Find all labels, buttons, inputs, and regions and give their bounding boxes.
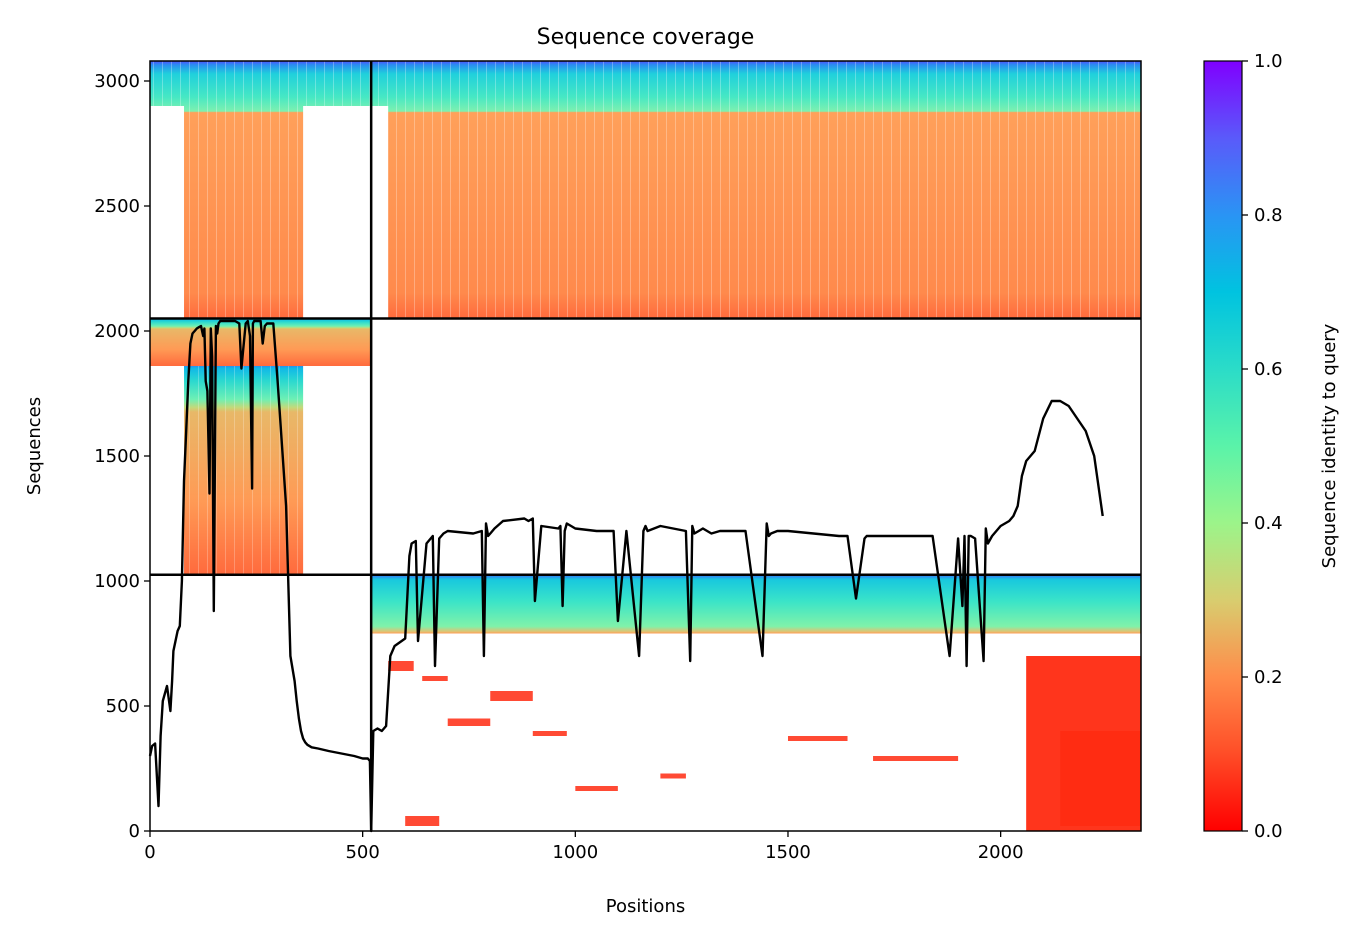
- y-tick-label: 3000: [94, 71, 140, 92]
- colorbar-gradient: [1203, 60, 1243, 832]
- x-tick-label: 2000: [978, 842, 1024, 863]
- low-identity-fragment: [490, 691, 533, 701]
- y-axis: 0 500 1000 1500 2000 2500 3000: [94, 71, 150, 842]
- chart-title: Sequence coverage: [537, 25, 755, 50]
- x-tick-label: 1500: [765, 842, 811, 863]
- colorbar-tick-label: 0.6: [1254, 359, 1283, 380]
- alignment-gap-texture-top: [150, 61, 1141, 319]
- y-axis-label: Sequences: [24, 397, 45, 495]
- low-identity-fragment: [405, 816, 440, 826]
- y-tick-label: 0: [129, 821, 140, 842]
- y-tick-label: 2500: [94, 196, 140, 217]
- colorbar-label: Sequence identity to query: [1319, 323, 1340, 568]
- low-identity-fragment: [532, 731, 567, 736]
- x-axis: 0 500 1000 1500 2000: [144, 831, 1024, 863]
- low-identity-fragment: [447, 718, 491, 726]
- x-axis-label: Positions: [606, 896, 685, 917]
- plot-frame: [149, 60, 1142, 832]
- low-identity-fragment: [388, 661, 414, 671]
- x-tick-label: 1000: [552, 842, 598, 863]
- colorbar-tick-label: 0.2: [1254, 667, 1283, 688]
- alignment-gap-texture-middle: [184, 366, 304, 575]
- colorbar-tick-label: 0.0: [1254, 821, 1283, 842]
- y-tick-label: 1000: [94, 571, 140, 592]
- colorbar-ticks: 0.0 0.2 0.4 0.6 0.8 1.0: [1242, 51, 1283, 842]
- y-tick-label: 2000: [94, 321, 140, 342]
- x-tick-label: 0: [144, 842, 155, 863]
- low-identity-fragment: [422, 676, 448, 681]
- colorbar-tick-label: 1.0: [1254, 51, 1283, 72]
- x-tick-label: 500: [345, 842, 379, 863]
- y-tick-label: 500: [106, 696, 140, 717]
- low-identity-fragment: [787, 736, 848, 741]
- coverage-line: [148, 319, 1104, 833]
- y-tick-label: 1500: [94, 446, 140, 467]
- low-identity-fragment: [660, 773, 686, 779]
- colorbar-tick-label: 0.8: [1254, 205, 1283, 226]
- low-identity-fragment: [575, 786, 618, 791]
- colorbar: 0.0 0.2 0.4 0.6 0.8 1.0 Sequence identity to …: [1203, 51, 1340, 842]
- colorbar-tick-label: 0.4: [1254, 513, 1283, 534]
- low-identity-fragment: [873, 756, 959, 761]
- low-identity-fragment: [1060, 731, 1141, 826]
